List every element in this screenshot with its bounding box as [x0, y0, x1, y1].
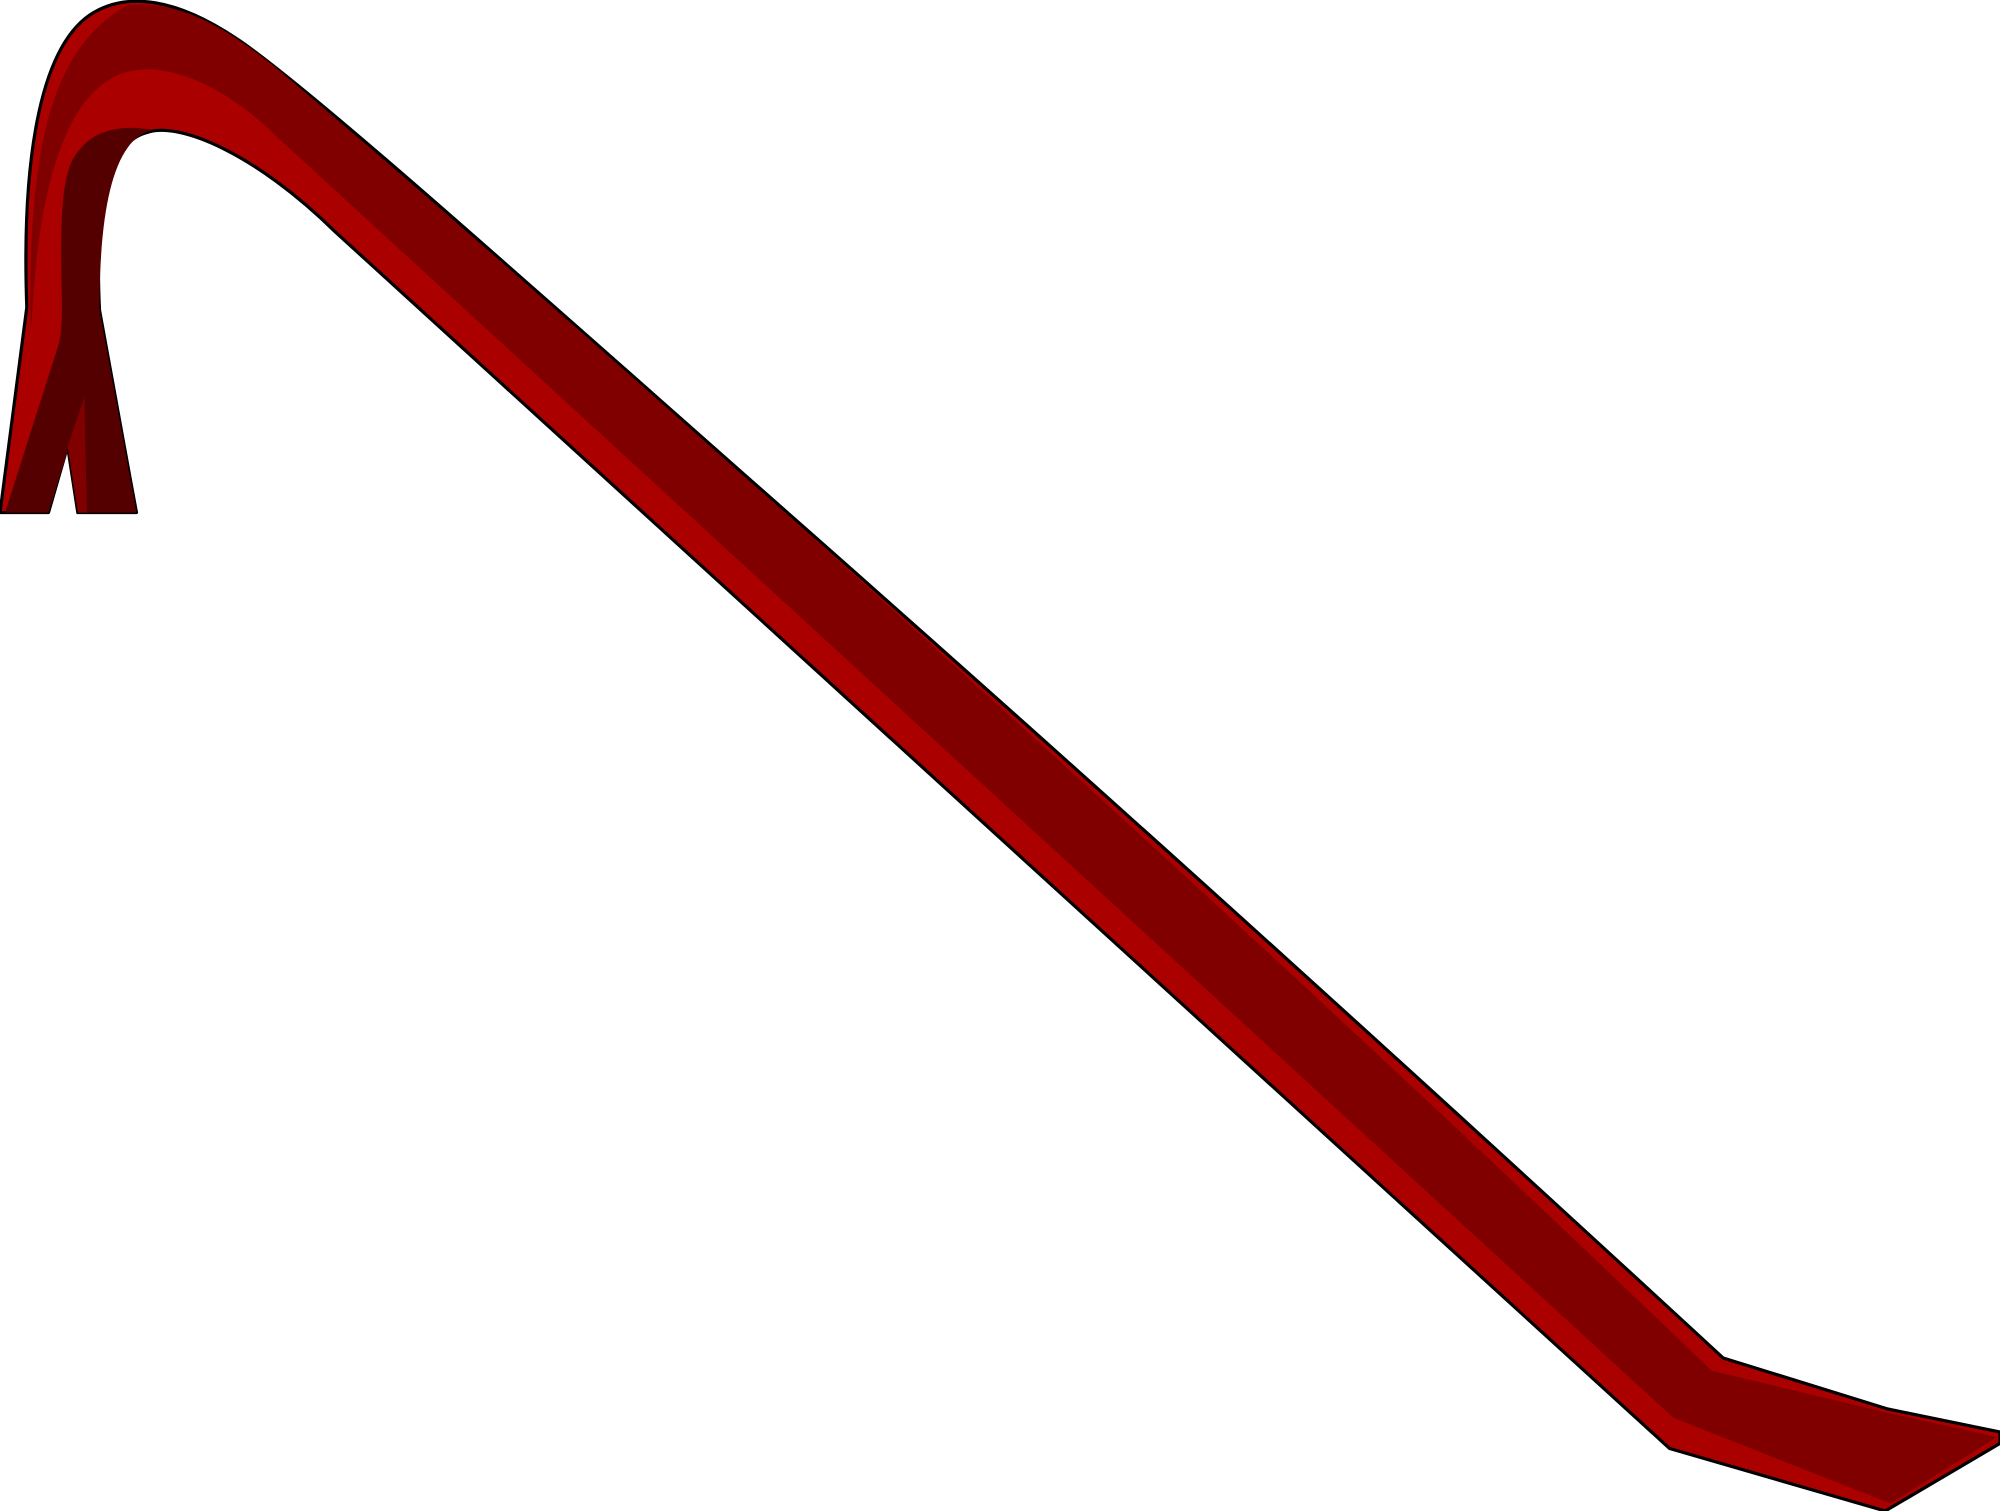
- crowbar-claw-shadow: [5, 127, 154, 513]
- crowbar-highlight-band: [30, 4, 1998, 1504]
- crowbar-claw-inner: [67, 397, 87, 513]
